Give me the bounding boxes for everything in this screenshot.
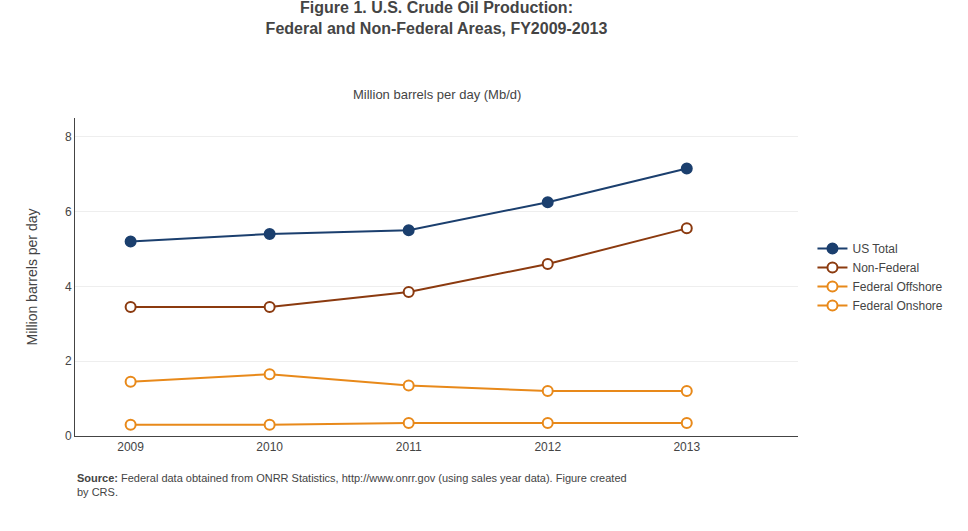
svg-text:2012: 2012 [534,440,561,454]
svg-text:2: 2 [65,354,72,368]
svg-text:Federal Offshore: Federal Offshore [852,280,942,294]
svg-text:2013: 2013 [673,440,700,454]
svg-text:Source: Federal data obtained: Source: Federal data obtained from ONRR … [77,472,627,498]
svg-text:Million barrels per day (Mb/d): Million barrels per day (Mb/d) [353,87,521,102]
svg-text:Non-Federal: Non-Federal [852,261,919,275]
svg-text:4: 4 [65,280,72,294]
svg-text:6: 6 [65,205,72,219]
svg-text:8: 8 [65,130,72,144]
svg-text:0: 0 [65,429,72,443]
svg-text:2009: 2009 [117,440,144,454]
svg-text:2011: 2011 [396,440,422,454]
svg-text:US Total: US Total [852,242,897,256]
svg-text:Federal Onshore: Federal Onshore [852,299,942,313]
svg-text:Figure 1. U.S. Crude Oil Produ: Figure 1. U.S. Crude Oil Production:Fede… [266,0,608,37]
svg-text:Million barrels per day: Million barrels per day [24,209,40,346]
svg-text:2010: 2010 [256,440,283,454]
